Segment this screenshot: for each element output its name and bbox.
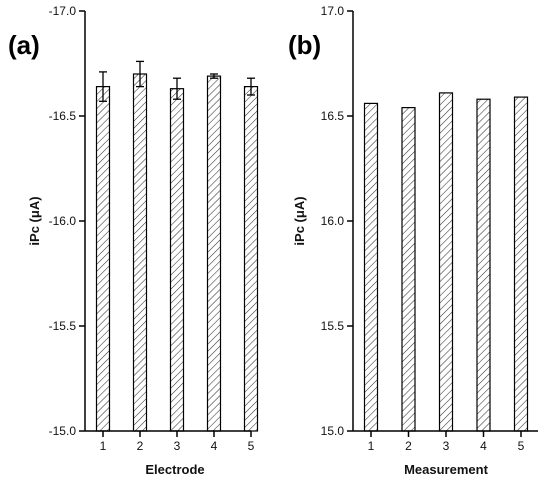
- y-tick-label: -17.0: [49, 4, 77, 18]
- panel-a-x-axis-title: Electrode: [145, 462, 204, 477]
- y-tick-label: 17.0: [321, 4, 345, 18]
- bar: [206, 75, 222, 432]
- bar: [438, 92, 454, 432]
- panel-a: (a) iPc (μA) Electrode -17.0-16.5-16.0-1…: [8, 4, 259, 477]
- x-tick-label: 3: [174, 439, 181, 453]
- x-tick-label: 4: [211, 439, 218, 453]
- y-tick-label: -16.5: [49, 109, 77, 123]
- bar: [95, 85, 111, 432]
- panel-b-x-axis-title: Measurement: [404, 462, 488, 477]
- x-tick-label: 2: [405, 439, 412, 453]
- bar: [476, 98, 491, 432]
- y-tick-label: 15.0: [321, 424, 345, 438]
- panel-a-marks: -17.0 -16.5 -16.0 -15.5 -15.0 1 2 3 4 5: [49, 4, 259, 453]
- x-tick-label: 3: [443, 439, 450, 453]
- x-tick-label: 1: [368, 439, 375, 453]
- bar: [243, 85, 259, 432]
- x-tick-label: 1: [100, 439, 107, 453]
- y-tick-label: -16.0: [49, 214, 77, 228]
- x-tick-label: 4: [480, 439, 487, 453]
- panel-b-marks: 17.0 16.5 16.0 15.5 15.0 1 2 3 4 5: [321, 4, 529, 453]
- panel-b: (b) iPc (μA) Measurement 17.0 16.5 16.0 15.…: [288, 4, 538, 477]
- panel-b-y-axis-title: iPc (μA): [292, 196, 307, 245]
- x-tick-label: 2: [137, 439, 144, 453]
- y-tick-label: 16.0: [321, 214, 345, 228]
- panel-a-label: (a): [8, 30, 40, 60]
- panel-b-label: (b): [288, 30, 321, 60]
- y-tick-label: -15.0: [49, 424, 77, 438]
- bar: [169, 88, 185, 432]
- bar: [363, 102, 379, 432]
- y-tick-label: -15.5: [49, 319, 77, 333]
- y-tick-label: 16.5: [321, 109, 345, 123]
- bar: [132, 73, 148, 432]
- y-tick-label: 15.5: [321, 319, 345, 333]
- x-tick-label: 5: [248, 439, 255, 453]
- bar: [513, 96, 529, 432]
- x-tick-label: 5: [518, 439, 525, 453]
- panel-a-y-axis-title: iPc (μA): [27, 196, 42, 245]
- bar: [401, 106, 416, 432]
